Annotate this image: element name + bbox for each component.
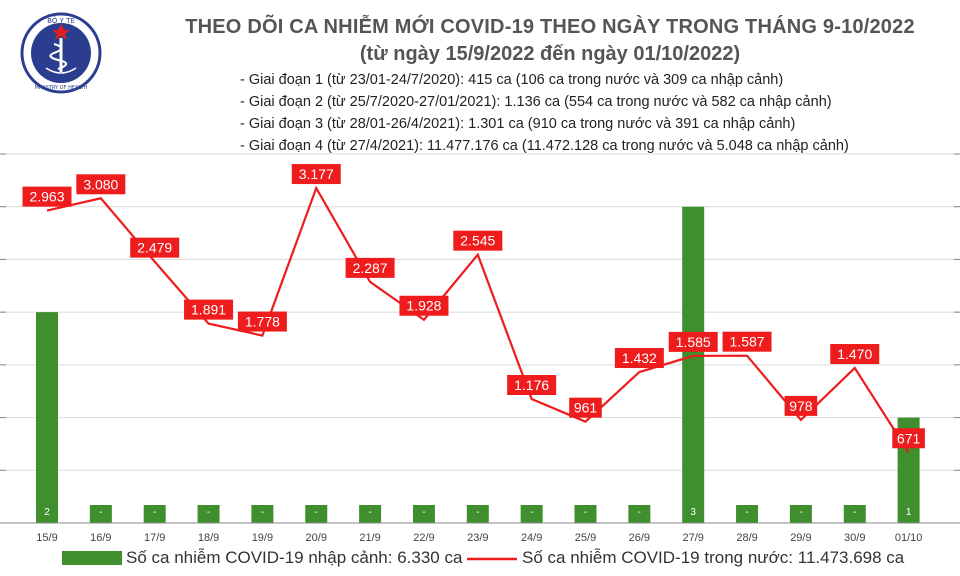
phase-4-note: - Giai đoạn 4 (từ 27/4/2021): 11.477.176… xyxy=(240,138,849,154)
legend-bar-swatch xyxy=(62,551,122,565)
legend-bar-label: Số ca nhiễm COVID-19 nhập cảnh: 6.330 ca xyxy=(126,548,463,567)
bar-21/9 xyxy=(359,505,382,523)
line-value-label: 3.080 xyxy=(83,176,118,192)
line-label-box xyxy=(237,311,287,332)
bar-24/9 xyxy=(520,505,543,523)
line-value-label: 978 xyxy=(789,398,813,414)
bar-value-label: 1 xyxy=(906,507,912,518)
x-tick-label: 17/9 xyxy=(144,532,165,544)
line-label-box xyxy=(722,331,772,352)
bar-value-label: - xyxy=(853,507,856,518)
bar-value-label: - xyxy=(153,507,156,518)
line-label-box xyxy=(130,237,180,258)
x-tick-label: 15/9 xyxy=(36,532,57,544)
line-value-label: 2.287 xyxy=(353,260,388,276)
x-tick-label: 20/9 xyxy=(306,532,327,544)
bar-15/9 xyxy=(36,312,58,523)
line-label-box xyxy=(22,186,72,207)
phase-2-note: - Giai đoạn 2 (từ 25/7/2020-27/01/2021):… xyxy=(240,94,832,110)
svg-text:MINISTRY OF HEALTH: MINISTRY OF HEALTH xyxy=(35,85,88,91)
line-label-box xyxy=(830,344,880,365)
bar-value-label: - xyxy=(799,507,802,518)
line-label-box xyxy=(614,348,664,369)
bar-value-label: - xyxy=(261,507,264,518)
line-value-label: 1.470 xyxy=(837,346,872,362)
phase-3-note: - Giai đoạn 3 (từ 28/01-26/4/2021): 1.30… xyxy=(240,116,796,132)
x-tick-label: 27/9 xyxy=(682,532,703,544)
line-value-label: 961 xyxy=(574,400,598,416)
line-value-label: 1.891 xyxy=(191,302,226,318)
x-tick-label: 01/10 xyxy=(895,532,923,544)
bar-30/9 xyxy=(843,505,866,523)
x-tick-label: 28/9 xyxy=(736,532,757,544)
line-label-box xyxy=(345,257,395,278)
line-label-box xyxy=(184,299,234,320)
line-value-label: 671 xyxy=(897,430,921,446)
line-value-label: 2.479 xyxy=(137,240,172,256)
bar-value-label: 2 xyxy=(44,507,50,518)
bar-value-label: - xyxy=(99,507,102,518)
bar-19/9 xyxy=(251,505,274,523)
bar-value-label: - xyxy=(584,507,587,518)
bar-value-label: - xyxy=(207,507,210,518)
x-tick-label: 24/9 xyxy=(521,532,542,544)
bar-29/9 xyxy=(789,505,812,523)
line-value-label: 1.432 xyxy=(622,350,657,366)
x-tick-label: 25/9 xyxy=(575,532,596,544)
bar-23/9 xyxy=(466,505,489,523)
x-tick-label: 16/9 xyxy=(90,532,111,544)
line-label-box xyxy=(76,174,126,195)
bar-value-label: - xyxy=(638,507,641,518)
chart-title: THEO DÕI CA NHIỄM MỚI COVID-19 THEO NGÀY… xyxy=(185,16,915,38)
line-label-box xyxy=(291,164,341,185)
bar-value-label: - xyxy=(315,507,318,518)
bar-22/9 xyxy=(412,505,435,523)
line-value-label: 2.545 xyxy=(460,233,495,249)
chart-subtitle: (từ ngày 15/9/2022 đến ngày 01/10/2022) xyxy=(359,43,741,65)
line-label-box xyxy=(892,428,925,449)
ministry-of-health-logo: BỘ Y TẾ MINISTRY OF HEALTH xyxy=(20,12,102,94)
x-tick-label: 26/9 xyxy=(629,532,650,544)
x-tick-label: 21/9 xyxy=(359,532,380,544)
line-value-label: 3.177 xyxy=(299,166,334,182)
phase-1-note: - Giai đoạn 1 (từ 23/01-24/7/2020): 415 … xyxy=(240,72,784,88)
x-tick-label: 29/9 xyxy=(790,532,811,544)
x-tick-label: 18/9 xyxy=(198,532,219,544)
bar-value-label: - xyxy=(745,507,748,518)
bar-20/9 xyxy=(305,505,328,523)
bar-17/9 xyxy=(143,505,166,523)
bar-18/9 xyxy=(197,505,220,523)
line-label-box xyxy=(507,375,557,396)
line-value-label: 1.928 xyxy=(406,298,441,314)
line-label-box xyxy=(399,295,449,316)
bar-value-label: - xyxy=(476,507,479,518)
bar-value-label: - xyxy=(530,507,533,518)
x-tick-label: 19/9 xyxy=(252,532,273,544)
line-value-label: 1.778 xyxy=(245,314,280,330)
bar-16/9 xyxy=(89,505,112,523)
line-label-box xyxy=(453,230,503,251)
domestic-cases-line xyxy=(46,185,910,453)
line-value-label: 2.963 xyxy=(29,189,64,205)
legend-line-swatch xyxy=(467,557,517,561)
bar-value-label: - xyxy=(368,507,371,518)
legend-line-label: Số ca nhiễm COVID-19 trong nước: 11.473.… xyxy=(522,548,905,567)
line-value-label: 1.587 xyxy=(730,334,765,350)
x-tick-label: 22/9 xyxy=(413,532,434,544)
bar-27/9 xyxy=(682,206,705,523)
bar-26/9 xyxy=(628,505,651,523)
line-value-label: 1.176 xyxy=(514,377,549,393)
line-value-label: 1.585 xyxy=(676,334,711,350)
line-label-box xyxy=(784,395,818,416)
line-label-box xyxy=(569,397,602,418)
bar-value-label: - xyxy=(422,507,425,518)
bar-25/9 xyxy=(574,505,597,523)
x-tick-label: 23/9 xyxy=(467,532,488,544)
svg-text:BỘ Y TẾ: BỘ Y TẾ xyxy=(47,15,75,25)
bar-28/9 xyxy=(736,505,759,523)
line-label-box xyxy=(668,331,718,352)
bar-value-label: 3 xyxy=(690,507,696,518)
x-tick-label: 30/9 xyxy=(844,532,865,544)
